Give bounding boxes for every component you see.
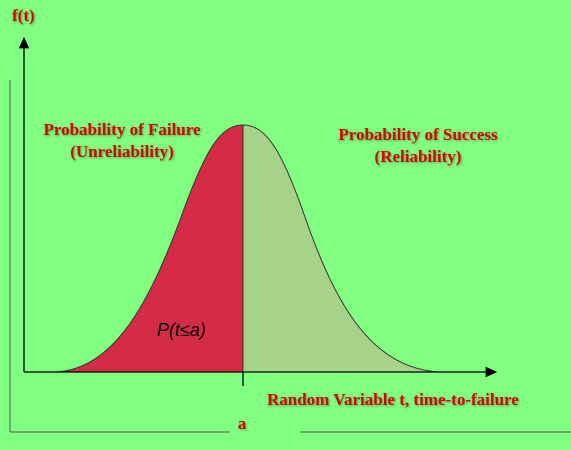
area-label: P(t≤a) <box>157 320 206 340</box>
failure-subtitle: (Unreliability) <box>70 142 174 161</box>
success-region <box>242 124 441 373</box>
x-marker: a <box>238 414 247 433</box>
x-axis-label: Random Variable t, time-to-failure <box>267 390 519 409</box>
success-title: Probability of Success <box>338 125 498 144</box>
y-axis-label: f(t) <box>12 6 35 25</box>
success-subtitle: (Reliability) <box>375 147 462 166</box>
failure-title: Probability of Failure <box>43 120 201 139</box>
failure-region <box>54 124 244 373</box>
